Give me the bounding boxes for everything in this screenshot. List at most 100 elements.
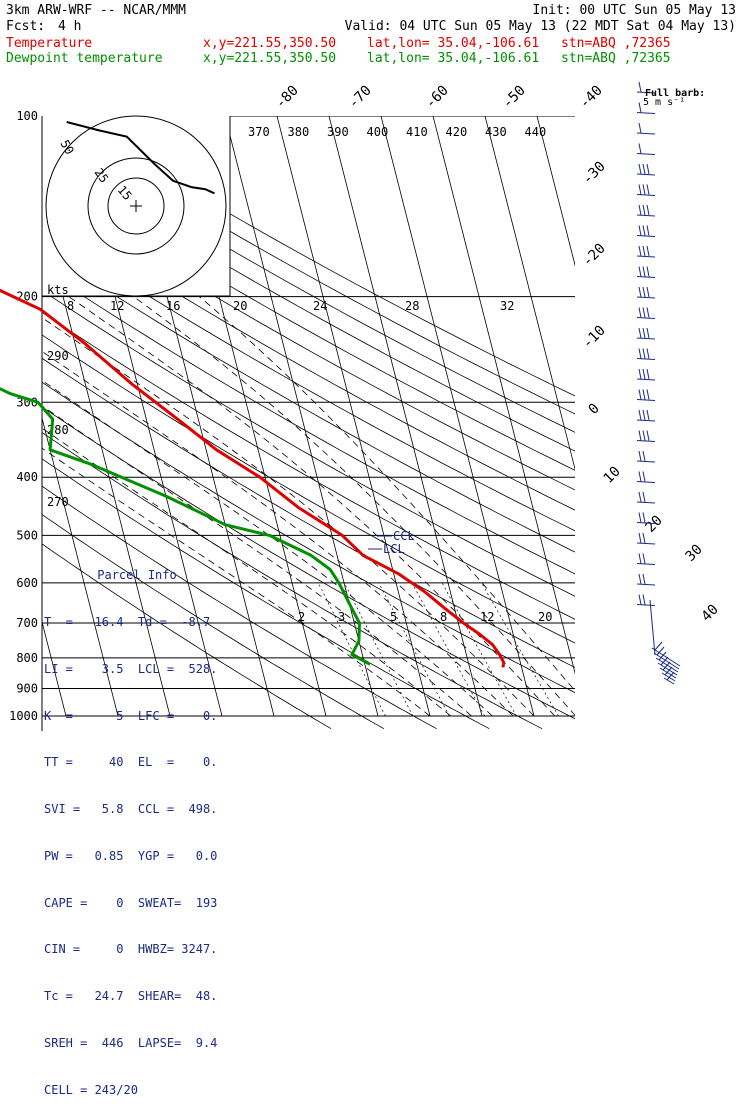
mixing-ratio-label: 28 [405,299,419,313]
parcel-row: LI = 3.5 LCL = 528. [44,661,218,676]
dewpoint-station: stn=ABQ ,72365 [561,51,671,66]
isotherm-line [328,116,483,717]
wind-barb [663,671,675,685]
isotherm-line [224,116,379,717]
mixing-ratio-label: 16 [166,299,180,313]
dry-adiabat [42,188,575,491]
ccl-label: CCL [393,529,415,543]
temperature-legend: Temperature [6,36,93,51]
isotherm-line [380,116,535,717]
forecast-label: Fcst: [6,19,46,34]
parcel-row: CELL = 243/20 [44,1082,138,1097]
dry-adiabat [42,381,575,694]
dry-adiabat [42,431,543,730]
theta-label: 380 [288,125,310,139]
pressure-label: 700 [16,616,38,630]
isotherm-label: 40 [699,602,722,625]
isotherm-label: -20 [580,241,609,270]
init-time: Init: 00 UTC Sun 05 May 13 [532,3,737,18]
ccl-marker: CCL [377,529,415,543]
isotherm-label: -10 [580,323,609,352]
wind-barb [636,81,656,94]
wind-barb [661,666,676,682]
parcel-row: TT = 40 EL = 0. [44,755,218,770]
dry-adiabat [42,311,575,620]
parcel-row: SVI = 5.8 CCL = 498. [44,802,218,817]
hodograph-speed-unit: kts [47,283,69,297]
isotherm-label: -30 [580,159,609,188]
isotherm-label: -50 [500,83,529,112]
theta-label: 410 [406,125,428,139]
theta-label: 440 [525,125,547,139]
pressure-label: 500 [16,528,38,542]
isotherm-label: -70 [346,83,375,112]
moist-adiabat [42,427,452,717]
hodograph-ring-label-25: 25 [92,166,112,186]
moist-adiabat [42,350,514,717]
isotherm-line [0,116,14,716]
wind-barb [636,389,656,401]
mixing-ratio-label: 20 [233,299,247,313]
mixing-ratio-label: 8 [67,299,74,313]
dry-adiabat [42,406,575,720]
parcel-row: CAPE = 0 SWEAT= 193 [44,895,218,910]
dry-adiabat [42,247,575,553]
dry-adiabat [42,227,575,532]
wind-barb [636,122,656,135]
wind-barb [636,553,656,565]
dry-adiabat [42,133,575,433]
pressure-label: 400 [16,470,38,484]
isotherm-line [536,116,575,267]
isotherm-label: 0 [586,401,603,418]
dry-adiabat [42,334,575,644]
wind-barb [636,512,656,524]
wind-barb [651,641,681,667]
dry-adiabat [42,151,575,452]
mixing-ratio-label: 12 [480,610,494,624]
hodograph: 50 25 15 kts [42,115,231,297]
dewpoint-xy: x,y=221.55,350.50 [203,51,337,66]
wind-barb [636,266,656,278]
dewpoint-latlon: lat,lon= 35.04,-106.61 [367,51,540,66]
hodograph-ring-50 [45,115,227,297]
dry-adiabat [42,169,575,471]
pressure-label: 1000 [9,709,38,723]
parcel-info-title: Parcel Info [97,568,177,583]
dewpoint-profile [0,387,371,666]
wind-barb-staff [649,599,656,656]
isotherm-label: 20 [643,513,666,536]
dewpoint-legend: Dewpoint temperature [6,51,163,66]
isotherm-line [432,116,575,675]
wind-barb [636,491,656,504]
isotherm-line [42,416,119,717]
theta-label: 370 [248,125,270,139]
theta-label: 430 [485,125,507,139]
wind-barb [659,661,677,679]
temperature-latlon: lat,lon= 35.04,-106.61 [367,36,540,51]
wind-barb [636,225,656,237]
moist-adiabat [42,317,535,717]
wind-barb [636,471,656,483]
dry-adiabat [42,514,385,730]
mixing-ratio-line [378,582,450,717]
mixing-ratio-label: 32 [500,299,514,313]
hodograph-ring-label-50: 50 [57,138,76,158]
lcl-marker: LCL [368,542,405,556]
pressure-label: 300 [16,395,38,409]
model-label: 3km ARW-WRF -- NCAR/MMM [6,3,187,18]
dry-adiabat [42,485,437,730]
theta-label: 390 [327,125,349,139]
mixing-ratio-label: 5 [390,610,397,624]
pressure-label: 800 [16,651,38,665]
mixing-ratio-label: 12 [110,299,124,313]
theta-left-label: 270 [47,495,69,509]
mixing-ratio-line [317,582,386,717]
wind-legend-line1: Full barb: [645,88,705,99]
wind-barb [636,532,656,545]
pressure-label: 600 [16,576,38,590]
mixing-ratio-label: 3 [338,610,345,624]
wind-barb [636,286,656,299]
wind-barb [636,430,656,442]
dry-adiabat [42,268,575,575]
